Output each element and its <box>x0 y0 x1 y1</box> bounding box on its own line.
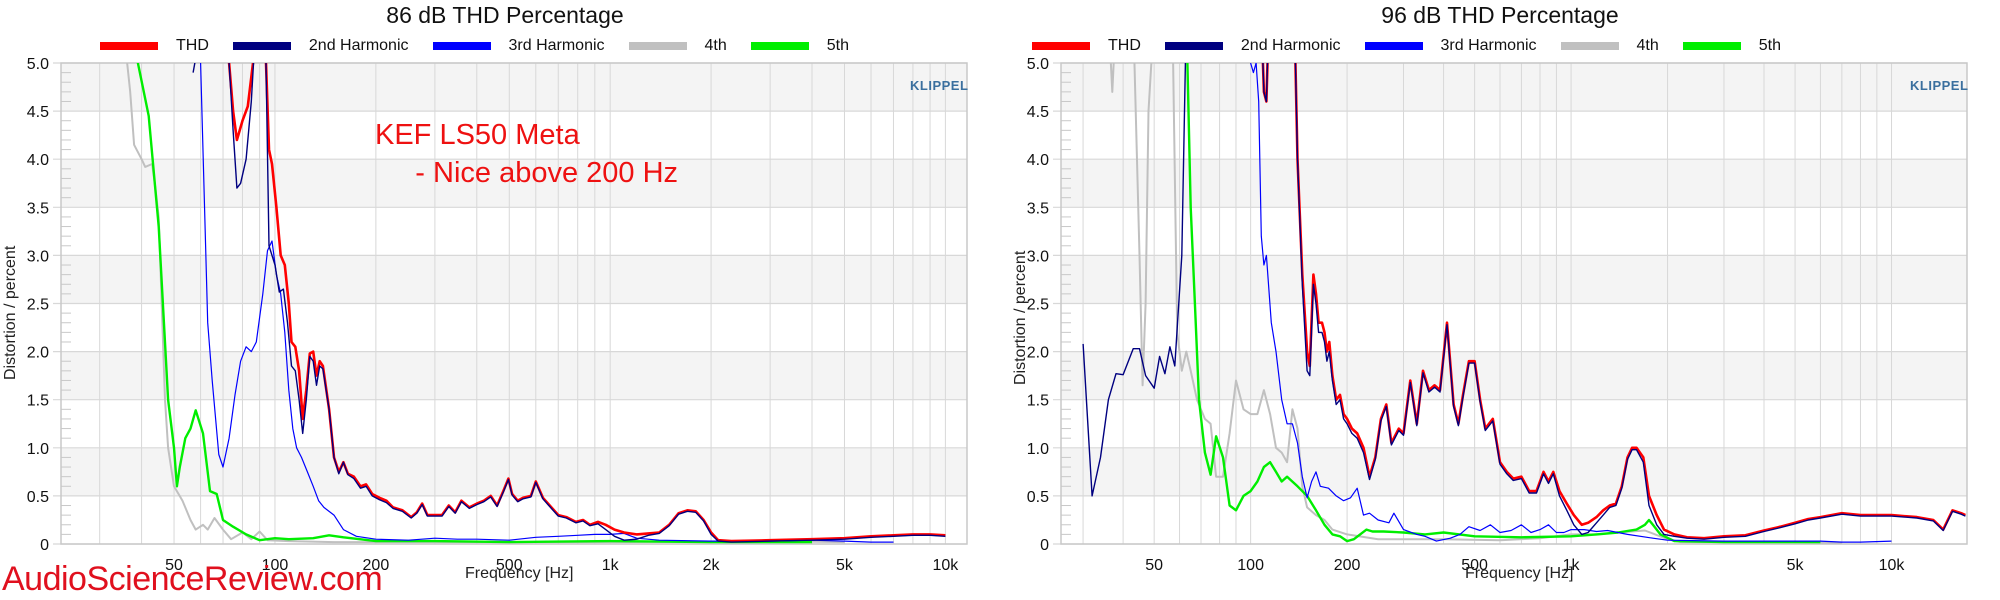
series-h3 <box>1250 63 1892 543</box>
svg-text:0: 0 <box>1040 537 1049 554</box>
chart-panel-86db: 86 dB THD Percentage THD 2nd Harmonic 3rd … <box>2 2 969 598</box>
chart-panel-96db: 96 dB THD Percentage THD 2nd Harmonic 3rd … <box>1000 0 2000 600</box>
legend-label: 4th <box>704 37 727 54</box>
chart-legend: THD 2nd Harmonic 3rd Harmonic 4th 5th <box>100 36 873 56</box>
legend-item-h4: 4th <box>628 37 727 55</box>
x-axis-label: Frequency [Hz] <box>465 565 574 582</box>
klippel-logo: KLIPPEL <box>910 78 969 93</box>
svg-text:1.5: 1.5 <box>27 393 49 410</box>
chart-title: 86 dB THD Percentage <box>386 2 624 28</box>
svg-text:3.0: 3.0 <box>27 248 49 265</box>
svg-text:50: 50 <box>1145 557 1163 574</box>
svg-text:50: 50 <box>165 557 183 574</box>
svg-text:4.5: 4.5 <box>27 104 49 121</box>
svg-text:10k: 10k <box>932 557 959 574</box>
svg-text:0.5: 0.5 <box>1027 489 1049 506</box>
y-axis-label: Distortion / percent <box>1012 250 1029 385</box>
legend-label: 3rd Harmonic <box>508 37 605 54</box>
svg-text:5.0: 5.0 <box>1027 56 1049 73</box>
plot-area: 0 0.5 1.0 1.5 2.0 2.5 3.0 3.5 4.0 4.5 5.0 50 100 200 5… <box>27 56 968 574</box>
legend-label: 2nd Harmonic <box>308 37 409 54</box>
annotation-line-1: KEF LS50 Meta <box>375 119 580 151</box>
svg-text:100: 100 <box>262 557 289 574</box>
svg-text:2k: 2k <box>1659 557 1677 574</box>
svg-text:10k: 10k <box>1879 557 1906 574</box>
svg-text:3.0: 3.0 <box>1027 248 1049 265</box>
legend-item-h2: 2nd Harmonic <box>232 37 409 55</box>
legend-swatch <box>1164 42 1223 50</box>
svg-text:2.5: 2.5 <box>1027 297 1049 314</box>
legend-item-h3: 3rd Harmonic <box>432 37 605 55</box>
legend-swatch <box>1560 42 1619 50</box>
svg-text:3.5: 3.5 <box>27 200 49 217</box>
watermark: AudioScienceReview.com <box>2 560 383 598</box>
legend-item-thd: THD <box>100 37 209 55</box>
chart-legend: THD 2nd Harmonic 3rd Harmonic 4th 5th <box>1032 36 1805 56</box>
klippel-logo: KLIPPEL <box>1910 78 1969 93</box>
svg-text:1.5: 1.5 <box>1027 393 1049 410</box>
series-h5 <box>1186 63 1821 544</box>
svg-text:4.5: 4.5 <box>1027 104 1049 121</box>
svg-text:5.0: 5.0 <box>27 56 49 73</box>
svg-text:4.0: 4.0 <box>1027 152 1049 169</box>
legend-label: 4th <box>1636 37 1659 54</box>
legend-item-h2: 2nd Harmonic <box>1164 37 1341 55</box>
legend-swatch <box>1032 42 1090 50</box>
svg-text:1.0: 1.0 <box>27 441 49 458</box>
legend-swatch <box>750 42 809 50</box>
svg-text:200: 200 <box>1334 557 1361 574</box>
legend-swatch <box>100 42 158 50</box>
svg-text:2k: 2k <box>703 557 721 574</box>
svg-text:1k: 1k <box>602 557 620 574</box>
legend-item-h3: 3rd Harmonic <box>1364 37 1537 55</box>
svg-text:5k: 5k <box>836 557 854 574</box>
svg-text:2.5: 2.5 <box>27 297 49 314</box>
chart-title: 96 dB THD Percentage <box>1381 2 1619 28</box>
plot-area: 0 0.5 1.0 1.5 2.0 2.5 3.0 3.5 4.0 4.5 5.0 50 100 200 5… <box>1027 56 1968 574</box>
svg-text:3.5: 3.5 <box>1027 200 1049 217</box>
svg-text:500: 500 <box>496 557 523 574</box>
svg-text:2.0: 2.0 <box>27 345 49 362</box>
legend-item-thd: THD <box>1032 37 1141 55</box>
series-h4 <box>126 63 845 544</box>
svg-text:4.0: 4.0 <box>27 152 49 169</box>
svg-text:1k: 1k <box>1563 557 1581 574</box>
svg-text:100: 100 <box>1237 557 1264 574</box>
x-axis-label: Frequency [Hz] <box>1465 565 1574 582</box>
legend-label: THD <box>1108 37 1141 54</box>
svg-text:0: 0 <box>40 537 49 554</box>
legend-swatch <box>1682 42 1741 50</box>
legend-item-h4: 4th <box>1560 37 1659 55</box>
y-axis-label: Distortion / percent <box>2 245 19 380</box>
legend-item-h5: 5th <box>750 37 850 55</box>
series-h2 <box>192 63 946 543</box>
series-h2 <box>1082 63 1966 540</box>
annotation-line-2: - Nice above 200 Hz <box>375 157 679 189</box>
svg-text:2.0: 2.0 <box>1027 345 1049 362</box>
legend-label: THD <box>176 37 209 54</box>
svg-text:0.5: 0.5 <box>27 489 49 506</box>
legend-swatch <box>432 42 491 50</box>
annotation-text: KEF LS50 Meta - Nice above 200 Hz <box>375 116 678 192</box>
legend-label: 5th <box>826 37 850 54</box>
legend-swatch <box>232 42 291 50</box>
legend-label: 3rd Harmonic <box>1440 37 1537 54</box>
legend-item-h5: 5th <box>1682 37 1782 55</box>
series-h5 <box>136 63 812 544</box>
legend-swatch <box>1364 42 1423 50</box>
legend-swatch <box>628 42 687 50</box>
svg-text:200: 200 <box>363 557 390 574</box>
legend-label: 2nd Harmonic <box>1240 37 1341 54</box>
svg-text:500: 500 <box>1461 557 1488 574</box>
svg-text:1.0: 1.0 <box>1027 441 1049 458</box>
svg-text:5k: 5k <box>1787 557 1805 574</box>
legend-label: 5th <box>1758 37 1782 54</box>
